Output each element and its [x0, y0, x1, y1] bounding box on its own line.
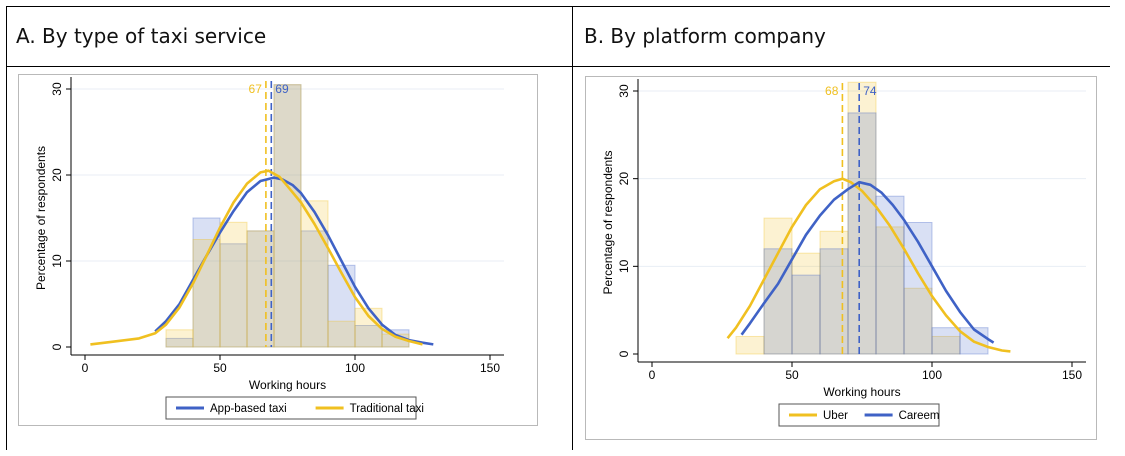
x-axis-title: Working hours: [249, 378, 326, 392]
y-tick-label: 0: [617, 350, 631, 357]
legend-box: [165, 396, 417, 420]
x-tick-label: 50: [785, 368, 799, 382]
x-tick-label: 0: [649, 368, 656, 382]
histogram-bar-app-based-taxi: [354, 325, 383, 348]
histogram-bar-app-based-taxi: [246, 230, 275, 348]
column-divider: [572, 6, 573, 450]
plot-area: [71, 77, 504, 355]
x-tick-label: 100: [345, 361, 365, 375]
density-line-uber: [726, 177, 1011, 353]
density-line-traditional-taxi: [90, 169, 423, 346]
histogram-bar-careem: [931, 327, 961, 355]
legend-label: App-based taxi: [210, 403, 287, 415]
y-axis-title: Percentage of respondents: [34, 146, 48, 290]
histogram-bar-uber: [903, 287, 933, 355]
plot-area: [638, 79, 1086, 362]
histogram-bar-traditional-taxi: [165, 329, 194, 348]
frame-top-border: [6, 6, 1110, 7]
x-tick-label: 150: [480, 361, 500, 375]
histogram-bar-uber: [931, 335, 961, 355]
x-tick-label: 100: [922, 368, 942, 382]
y-tick-label: 20: [617, 172, 631, 186]
histogram-bar-app-based-taxi: [165, 337, 194, 348]
mean-label: 67: [249, 82, 263, 96]
chart-b: 68 74 0 50 100 150 0 10 20 30 Working hours Percent…: [585, 76, 1097, 440]
histogram-bar-careem: [791, 274, 821, 355]
chart-b-svg: 68 74 0 50 100 150 0 10 20 30 Working hours Percent…: [601, 79, 1086, 427]
histogram-bar-traditional-taxi: [246, 230, 275, 348]
header-divider: [6, 66, 1110, 67]
y-axis-title: Percentage of respondents: [601, 150, 615, 294]
histogram-bar-traditional-taxi: [327, 320, 356, 348]
panel-a-title: A. By type of taxi service: [16, 24, 267, 48]
y-tick-label: 30: [617, 84, 631, 98]
x-tick-label: 150: [1062, 368, 1082, 382]
x-axis-title: Working hours: [823, 385, 900, 399]
table-frame: A. By type of taxi service B. By platfor…: [6, 6, 1110, 450]
histogram-bar-app-based-taxi: [300, 230, 329, 348]
legend-label: Traditional taxi: [350, 403, 424, 415]
panel-b-title: B. By platform company: [584, 24, 826, 48]
y-tick-label: 30: [50, 82, 64, 96]
histogram-bar-uber: [791, 252, 821, 355]
legend-label: Careem: [899, 410, 940, 422]
histogram-bar-uber: [819, 230, 849, 355]
histogram-bar-traditional-taxi: [219, 221, 248, 348]
density-line-careem: [740, 180, 995, 344]
x-tick-label: 0: [82, 361, 89, 375]
frame-left-border: [6, 6, 7, 450]
histogram-bar-uber: [735, 335, 765, 355]
x-tick-label: 50: [213, 361, 227, 375]
chart-a: 69 67 0 50 100 150 0 10 20 30 Working hours Percent…: [18, 74, 538, 426]
histogram-bar-careem: [819, 248, 849, 355]
y-tick-label: 10: [617, 259, 631, 273]
histogram-bar-app-based-taxi: [273, 84, 302, 348]
mean-label: 68: [825, 84, 839, 98]
mean-label: 74: [863, 84, 877, 98]
histogram-bar-traditional-taxi: [273, 84, 302, 348]
histogram-bar-uber: [847, 81, 877, 355]
y-tick-label: 10: [50, 254, 64, 268]
histogram-bar-careem: [875, 195, 905, 355]
legend-label: Uber: [823, 410, 848, 422]
chart-a-svg: 69 67 0 50 100 150 0 10 20 30 Working hours Percent…: [34, 77, 504, 420]
y-tick-label: 20: [50, 168, 64, 182]
mean-label: 69: [275, 82, 289, 96]
histogram-bar-careem: [847, 112, 877, 355]
histogram-bar-uber: [875, 226, 905, 355]
histogram-bar-app-based-taxi: [219, 243, 248, 348]
y-tick-label: 0: [50, 343, 64, 350]
legend-box: [778, 403, 940, 427]
